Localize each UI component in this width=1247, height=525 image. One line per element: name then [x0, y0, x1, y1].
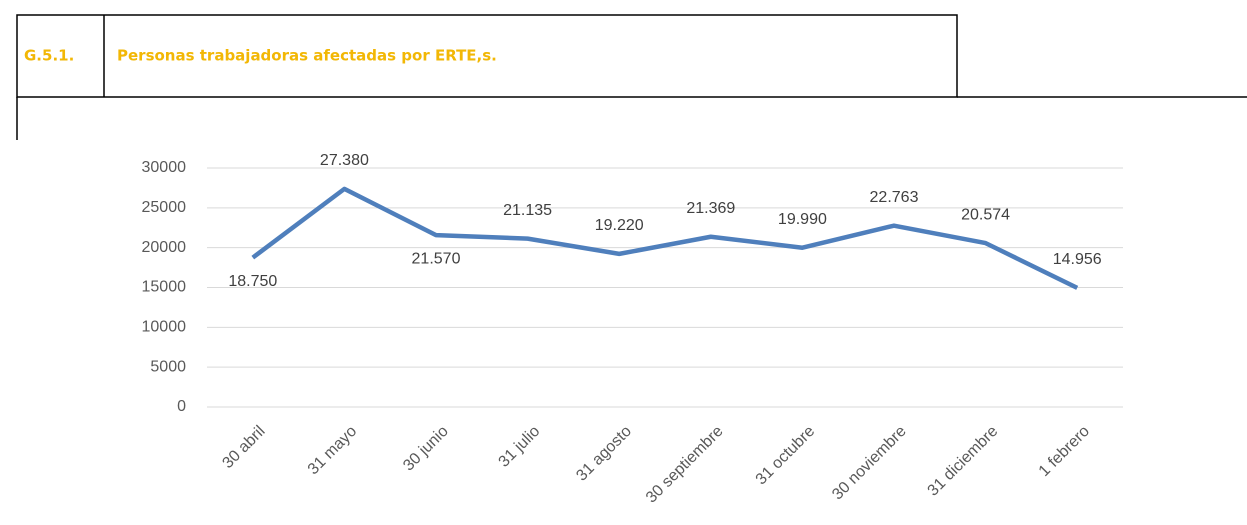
y-tick-label: 0 — [177, 398, 186, 415]
x-tick-label: 31 octubre — [753, 423, 819, 489]
y-tick-label: 30000 — [142, 159, 187, 176]
x-tick-label: 31 agosto — [573, 423, 635, 485]
data-label: 21.570 — [412, 250, 461, 267]
y-tick-label: 20000 — [142, 239, 187, 256]
x-tick-label: 31 julio — [496, 423, 544, 471]
x-tick-label: 30 septiembre — [643, 423, 727, 507]
data-line — [251, 186, 1079, 290]
header-code: G.5.1. — [24, 47, 74, 65]
x-tick-label: 1 febrero — [1036, 423, 1093, 480]
data-label: 14.956 — [1053, 251, 1102, 268]
x-tick-label: 30 junio — [400, 423, 452, 475]
data-label: 21.135 — [503, 202, 552, 219]
y-tick-label: 5000 — [150, 358, 186, 375]
header-box — [16, 14, 958, 98]
x-tick-label: 31 mayo — [305, 423, 360, 478]
x-tick-label: 31 diciembre — [925, 423, 1002, 500]
x-tick-label: 30 abril — [219, 423, 268, 472]
data-label: 19.220 — [595, 217, 644, 234]
data-label: 18.750 — [228, 273, 277, 290]
y-tick-label: 25000 — [142, 199, 187, 216]
x-tick-label: 30 noviembre — [829, 423, 910, 504]
data-label: 19.990 — [778, 211, 827, 228]
data-label: 21.369 — [686, 200, 735, 217]
header-title: Personas trabajadoras afectadas por ERTE… — [117, 47, 497, 65]
data-label: 20.574 — [961, 206, 1010, 223]
y-tick-label: 10000 — [142, 319, 187, 336]
y-tick-label: 15000 — [142, 279, 187, 296]
data-label: 27.380 — [320, 152, 369, 169]
data-label: 22.763 — [870, 189, 919, 206]
